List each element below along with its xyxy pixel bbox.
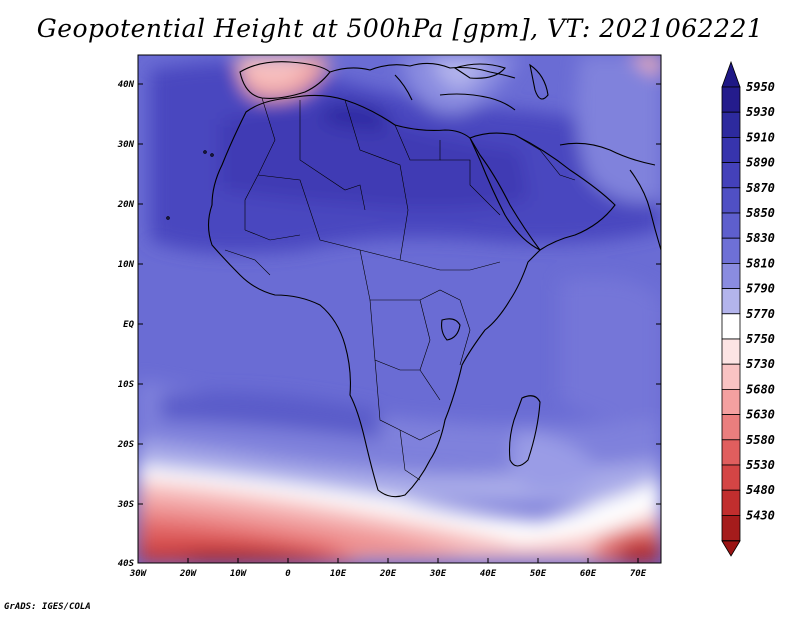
colorbar-swatch — [721, 288, 741, 315]
lat-label: 30N — [117, 140, 135, 150]
colorbar-swatch — [721, 489, 741, 516]
lat-label: 40S — [118, 559, 135, 569]
colorbar-label: 5910 — [746, 130, 775, 144]
map-title: Geopotential Height at 500hPa [gpm], VT:… — [36, 14, 764, 43]
colorbar-top-arrow — [721, 60, 741, 88]
lon-label: 40E — [480, 569, 497, 579]
colorbar-label: 5630 — [746, 408, 775, 422]
colorbar-swatch — [721, 212, 741, 239]
colorbar-label: 5930 — [746, 105, 775, 119]
lon-label: 70E — [630, 569, 647, 579]
axis-ticks — [137, 83, 661, 563]
colorbar-label: 5850 — [746, 206, 775, 220]
lon-label: 30W — [129, 569, 148, 579]
lon-label: 60E — [580, 569, 597, 579]
lon-label: 20W — [179, 569, 198, 579]
colorbar-label: 5530 — [746, 458, 775, 472]
coastlines — [166, 61, 661, 498]
lon-labels: 30W 20W 10W 0 10E 20E 30E 40E 50E 60E 70… — [129, 569, 647, 579]
lon-label: 10W — [230, 569, 248, 579]
colorbar-label: 5750 — [746, 332, 775, 346]
colorbar-label: 5870 — [746, 181, 775, 195]
colorbar-label: 5790 — [746, 282, 775, 296]
colorbar-swatch — [721, 338, 741, 365]
lat-label: 10N — [118, 260, 135, 270]
colorbar-bottom-arrow — [721, 540, 741, 557]
colorbar-swatch — [721, 86, 741, 113]
colorbar-swatch — [721, 237, 741, 264]
lat-label: EQ — [123, 320, 134, 330]
colorbar-label: 5830 — [746, 231, 775, 245]
grads-credit: GrADS: IGES/COLA — [4, 602, 91, 612]
colorbar-swatch — [721, 439, 741, 466]
colorbar-swatch — [721, 162, 741, 189]
map-frame — [137, 54, 662, 564]
lat-label: 20S — [117, 440, 135, 450]
colorbar-label: 5770 — [746, 307, 775, 321]
colorbar-label: 5480 — [746, 483, 775, 497]
colorbar-swatch — [721, 111, 741, 138]
colorbar-label: 5950 — [746, 80, 775, 94]
lon-label: 50E — [530, 569, 547, 579]
colorbar: 5950 5930 5910 5890 5870 5850 5830 5810 5790 5770… — [721, 60, 775, 557]
colorbar-label: 5890 — [746, 156, 775, 170]
lat-label: 30S — [117, 500, 135, 510]
colorbar-label: 5810 — [746, 256, 775, 270]
country-borders — [224, 97, 576, 481]
colorbar-swatch — [721, 414, 741, 441]
colorbar-swatch — [721, 187, 741, 214]
lat-label: 10S — [118, 380, 135, 390]
colorbar-swatch — [721, 363, 741, 390]
lat-labels: 40N 30N 20N 10N EQ 10S 20S 30S 40S — [117, 80, 135, 569]
colorbar-label: 5730 — [746, 357, 775, 371]
colorbar-swatch — [721, 515, 741, 542]
colorbar-label: 5680 — [746, 382, 775, 396]
lon-label: 30E — [429, 569, 447, 579]
colorbar-swatch — [721, 313, 741, 340]
colorbar-swatch — [721, 136, 741, 163]
lat-label: 20N — [117, 200, 135, 210]
lon-label: 20E — [379, 569, 397, 579]
colorbar-swatch — [721, 464, 741, 491]
colorbar-label: 5580 — [746, 433, 775, 447]
lon-label: 0 — [285, 569, 291, 579]
colorbar-label: 5430 — [746, 508, 775, 522]
height-field — [138, 55, 661, 563]
colorbar-swatch — [721, 388, 741, 415]
lon-label: 10E — [330, 569, 347, 579]
colorbar-swatch — [721, 262, 741, 289]
lat-label: 40N — [118, 80, 135, 90]
